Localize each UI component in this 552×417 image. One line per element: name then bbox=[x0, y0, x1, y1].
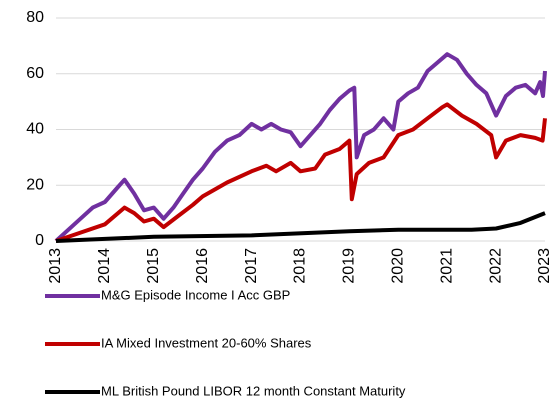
y-tick-label: 20 bbox=[26, 176, 44, 193]
series-line bbox=[55, 102, 547, 243]
legend-label: M&G Episode Income I Acc GBP bbox=[101, 287, 290, 302]
x-tick-label: 2015 bbox=[145, 248, 162, 284]
x-tick-label: 2017 bbox=[243, 248, 260, 284]
y-tick-label: 60 bbox=[26, 65, 44, 82]
x-tick-label: 2016 bbox=[194, 248, 211, 284]
x-tick-label: 2019 bbox=[341, 248, 358, 284]
series-line bbox=[55, 211, 546, 243]
x-tick-label: 2014 bbox=[96, 248, 113, 284]
x-tick-label: 2021 bbox=[438, 248, 455, 284]
x-tick-label: 2013 bbox=[47, 248, 64, 284]
x-tick-label: 2023 bbox=[536, 248, 552, 284]
y-tick-label: 40 bbox=[26, 121, 44, 138]
x-tick-label: 2022 bbox=[487, 248, 504, 284]
legend-label: ML British Pound LIBOR 12 month Constant… bbox=[101, 383, 406, 398]
x-tick-label: 2020 bbox=[390, 248, 407, 284]
y-tick-label: 80 bbox=[26, 9, 44, 26]
x-tick-label: 2018 bbox=[292, 248, 309, 284]
series-line bbox=[54, 52, 547, 243]
y-tick-label: 0 bbox=[35, 232, 44, 249]
legend-label: IA Mixed Investment 20-60% Shares bbox=[101, 335, 312, 350]
